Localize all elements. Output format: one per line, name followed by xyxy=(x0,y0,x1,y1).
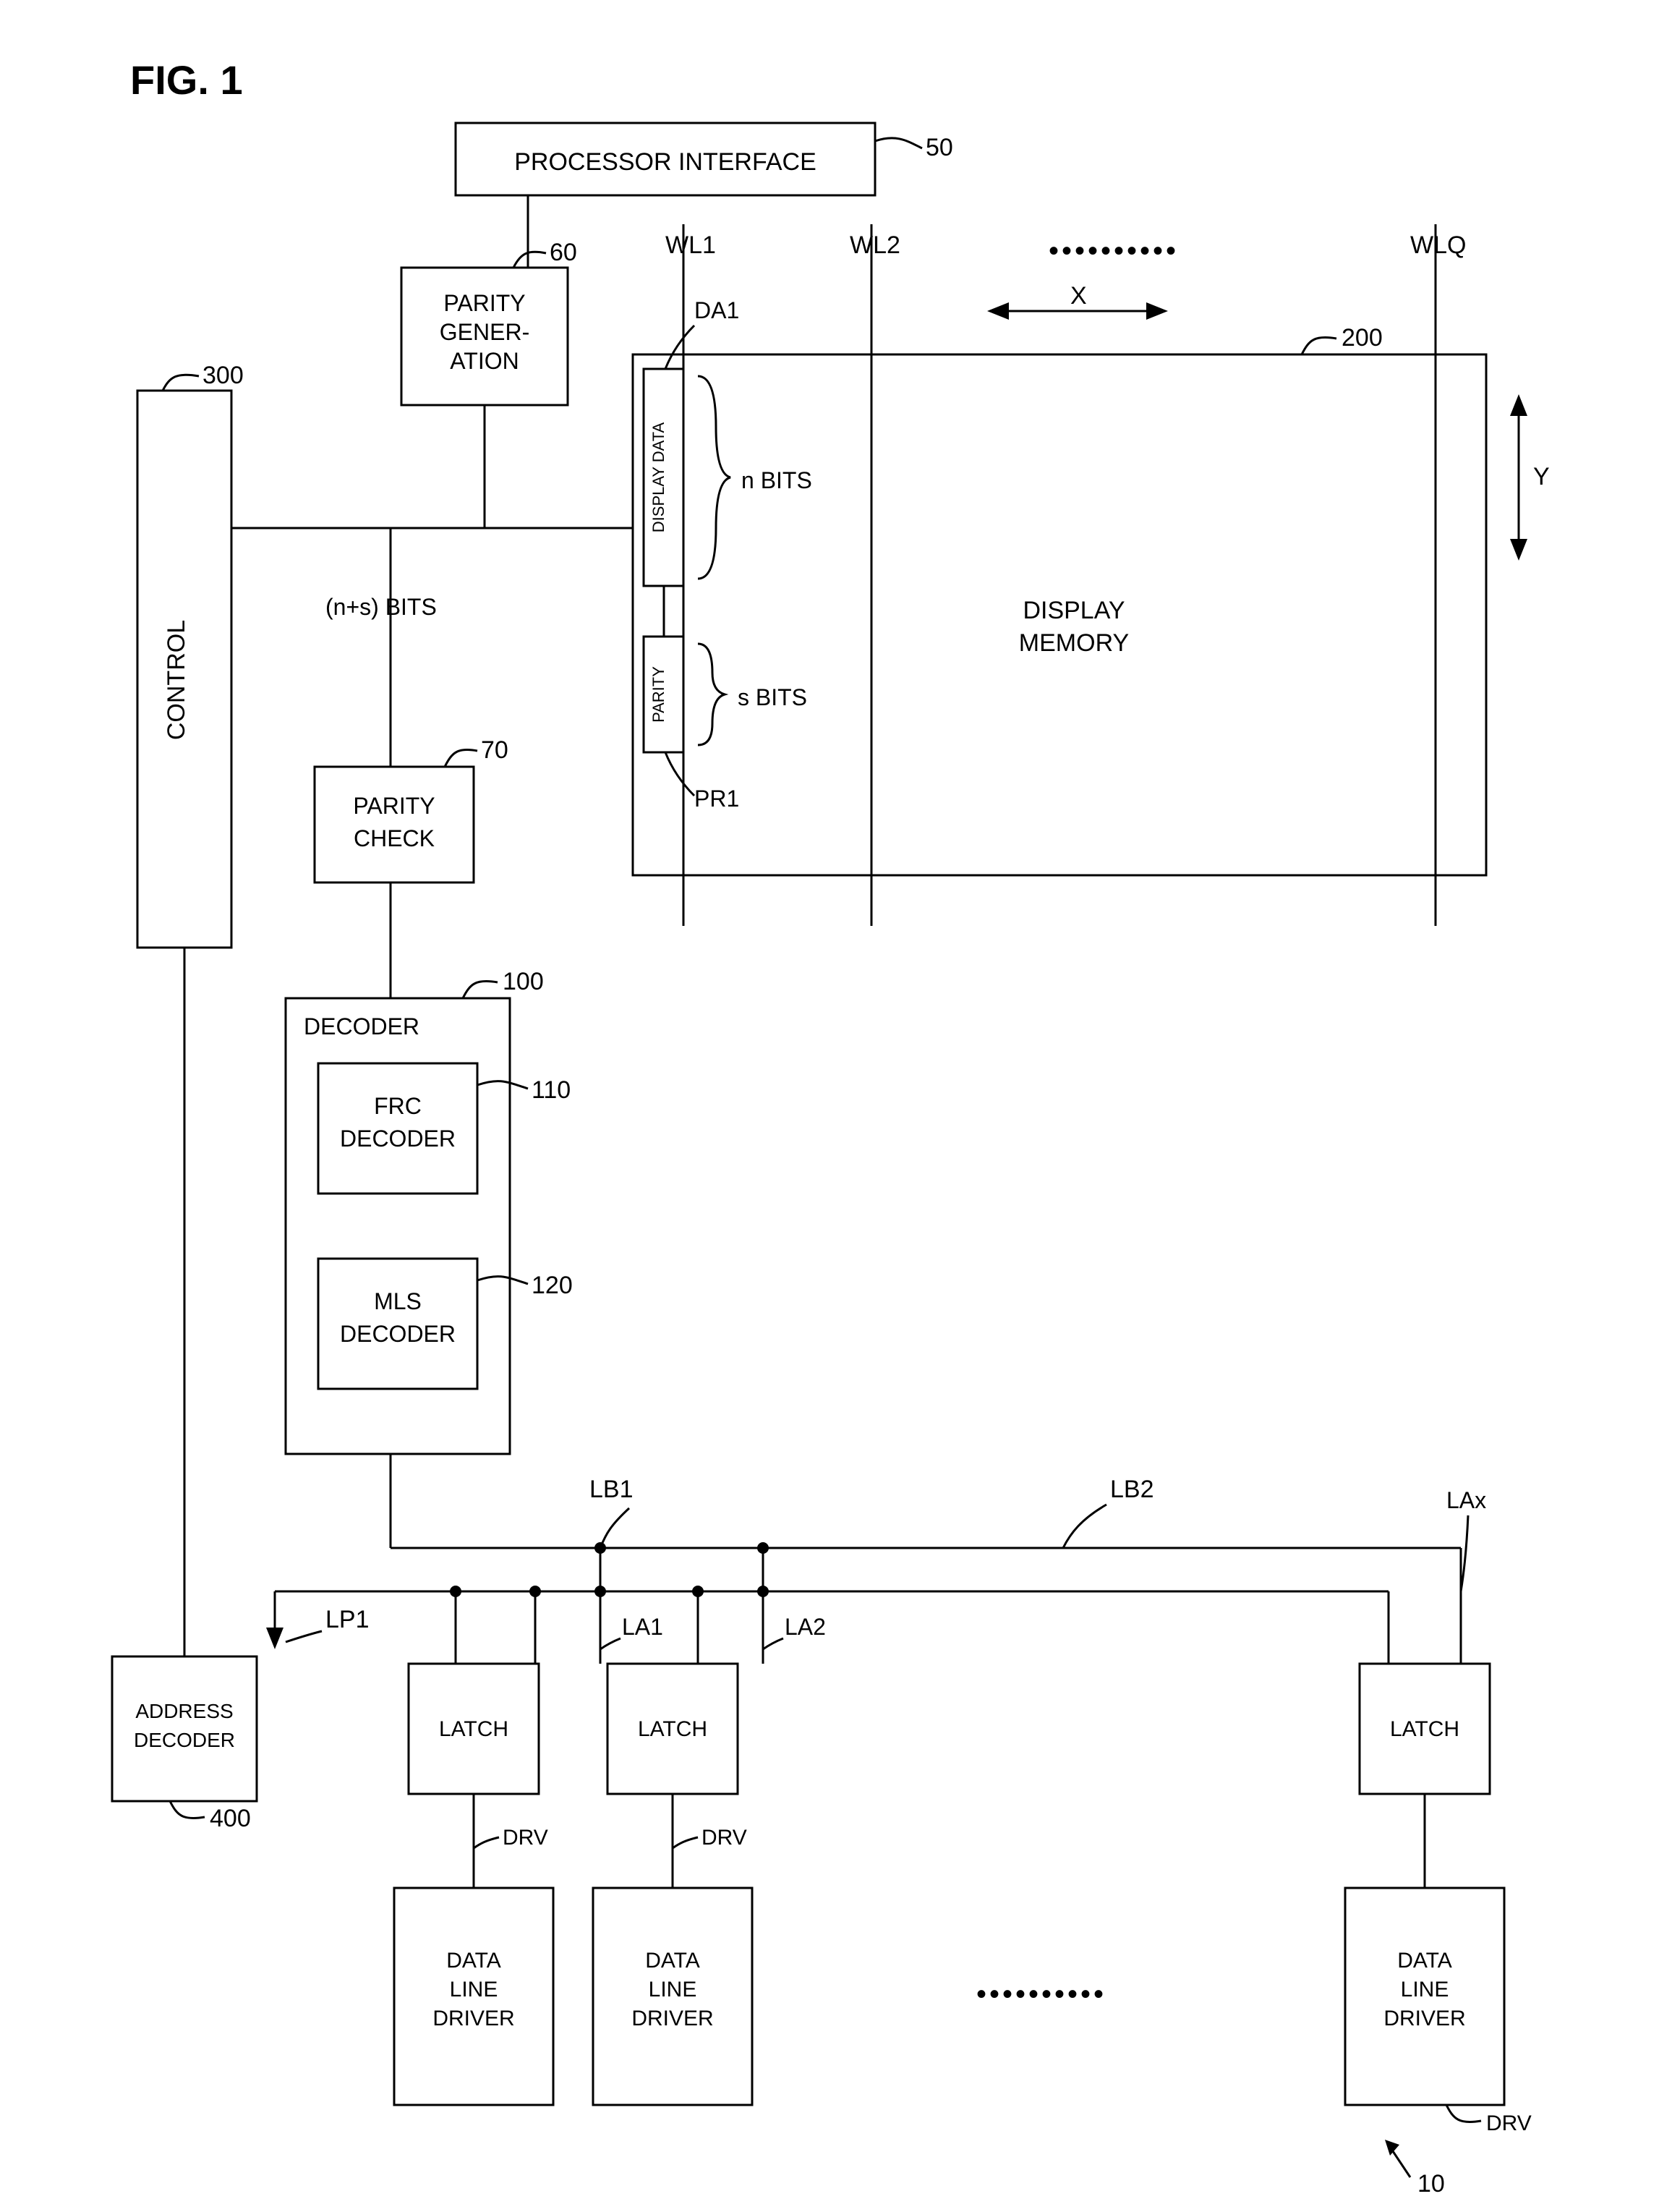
y-arrow-b xyxy=(1510,539,1527,561)
parity-check-l2: CHECK xyxy=(354,825,435,851)
parity-gen-l1: PARITY xyxy=(443,290,525,316)
drvn-label: DRV xyxy=(1486,2111,1532,2135)
latch-2-label: LATCH xyxy=(638,1717,707,1741)
lp1-arrow xyxy=(266,1628,283,1649)
ref-400-leader xyxy=(170,1801,205,1818)
mls-decoder-l1: MLS xyxy=(374,1288,422,1314)
x-arrow-r xyxy=(1146,302,1168,320)
addr-dec-l1: ADDRESS xyxy=(135,1700,233,1722)
ref-70: 70 xyxy=(481,736,508,764)
frc-decoder-l2: DECODER xyxy=(340,1126,456,1152)
dot-la2-cross xyxy=(757,1586,769,1597)
n-bits-label: n BITS xyxy=(741,467,812,493)
diagram-canvas: FIG. 1 PROCESSOR INTERFACE 50 PARITY GEN… xyxy=(0,0,1659,2212)
la1-label: LA1 xyxy=(622,1614,663,1640)
decoder-label: DECODER xyxy=(304,1013,419,1039)
display-data-label: DISPLAY DATA xyxy=(649,422,668,532)
la2-label: LA2 xyxy=(785,1614,826,1640)
mls-decoder-l2: DECODER xyxy=(340,1321,456,1347)
drv1-label: DRV xyxy=(503,1826,548,1850)
ref-120: 120 xyxy=(532,1272,573,1299)
dldn-l1: DATA xyxy=(1397,1949,1452,1973)
ref-60: 60 xyxy=(550,239,577,266)
ref-10: 10 xyxy=(1417,2170,1445,2198)
y-arrow-t xyxy=(1510,394,1527,416)
y-axis-label: Y xyxy=(1533,463,1550,490)
control-label: CONTROL xyxy=(163,620,190,740)
da1-label: DA1 xyxy=(694,297,739,323)
display-memory-l2: MEMORY xyxy=(1019,629,1129,657)
processor-interface-label: PROCESSOR INTERFACE xyxy=(514,148,816,176)
dld2-l1: DATA xyxy=(645,1949,700,1973)
lp1-leader xyxy=(286,1631,322,1642)
la2-leader xyxy=(763,1638,783,1649)
drv2-leader xyxy=(673,1837,698,1848)
parity-gen-l3: ATION xyxy=(450,348,519,374)
lax-label: LAx xyxy=(1446,1487,1486,1513)
parity-gen-l2: GENER- xyxy=(440,319,529,345)
addr-dec-l2: DECODER xyxy=(134,1729,235,1751)
x-arrow-l xyxy=(987,302,1009,320)
dldn-l3: DRIVER xyxy=(1383,2007,1465,2030)
drvn-leader xyxy=(1446,2105,1481,2122)
lb1-leader xyxy=(600,1508,629,1548)
dld1-l3: DRIVER xyxy=(432,2007,514,2030)
ref-300-leader xyxy=(163,375,199,391)
dot-la1-cross xyxy=(594,1586,606,1597)
dld2-l3: DRIVER xyxy=(631,2007,713,2030)
s-bits-label: s BITS xyxy=(738,684,807,710)
ref-50-leader xyxy=(875,138,922,148)
lb2-leader xyxy=(1063,1505,1106,1548)
ref-100: 100 xyxy=(503,968,544,995)
ref-50: 50 xyxy=(926,134,953,161)
parity-check-box xyxy=(315,767,474,882)
lb2-label: LB2 xyxy=(1110,1476,1154,1503)
dots-wl: •••••••••• xyxy=(1049,235,1179,267)
frc-decoder-l1: FRC xyxy=(374,1093,422,1119)
ref-200: 200 xyxy=(1342,324,1383,352)
drv1-leader xyxy=(474,1837,499,1848)
dld1-l2: LINE xyxy=(450,1978,498,2002)
figure-label: FIG. 1 xyxy=(130,57,243,103)
drv2-label: DRV xyxy=(701,1826,747,1850)
wl1-label: WL1 xyxy=(665,231,716,259)
ref-100-leader xyxy=(463,981,498,998)
ref-400: 400 xyxy=(210,1805,251,1832)
ref-110: 110 xyxy=(532,1076,571,1104)
ref10-arrowhead xyxy=(1385,2140,1399,2156)
lb1-label: LB1 xyxy=(589,1476,634,1503)
parity-sub-label: PARITY xyxy=(649,666,668,723)
ref-200-leader xyxy=(1302,337,1336,354)
ref-70-leader xyxy=(445,749,477,767)
dld2-l2: LINE xyxy=(649,1978,697,2002)
la1-leader xyxy=(600,1638,620,1649)
x-axis-label: X xyxy=(1070,282,1087,310)
pr1-label: PR1 xyxy=(694,786,739,812)
wlq-label: WLQ xyxy=(1410,231,1466,259)
ref-300: 300 xyxy=(202,362,244,389)
wl2-label: WL2 xyxy=(850,231,900,259)
latch-1-label: LATCH xyxy=(439,1717,508,1741)
dots-drivers: •••••••••• xyxy=(976,1978,1106,2010)
dldn-l2: LINE xyxy=(1401,1978,1449,2002)
ref-60-leader xyxy=(513,252,546,268)
ns-bits-label: (n+s) BITS xyxy=(325,594,437,620)
parity-check-l1: PARITY xyxy=(353,793,435,819)
display-memory-l1: DISPLAY xyxy=(1023,597,1125,624)
dld1-l1: DATA xyxy=(446,1949,501,1973)
lp1-label: LP1 xyxy=(325,1606,370,1633)
latch-n-label: LATCH xyxy=(1390,1717,1459,1741)
